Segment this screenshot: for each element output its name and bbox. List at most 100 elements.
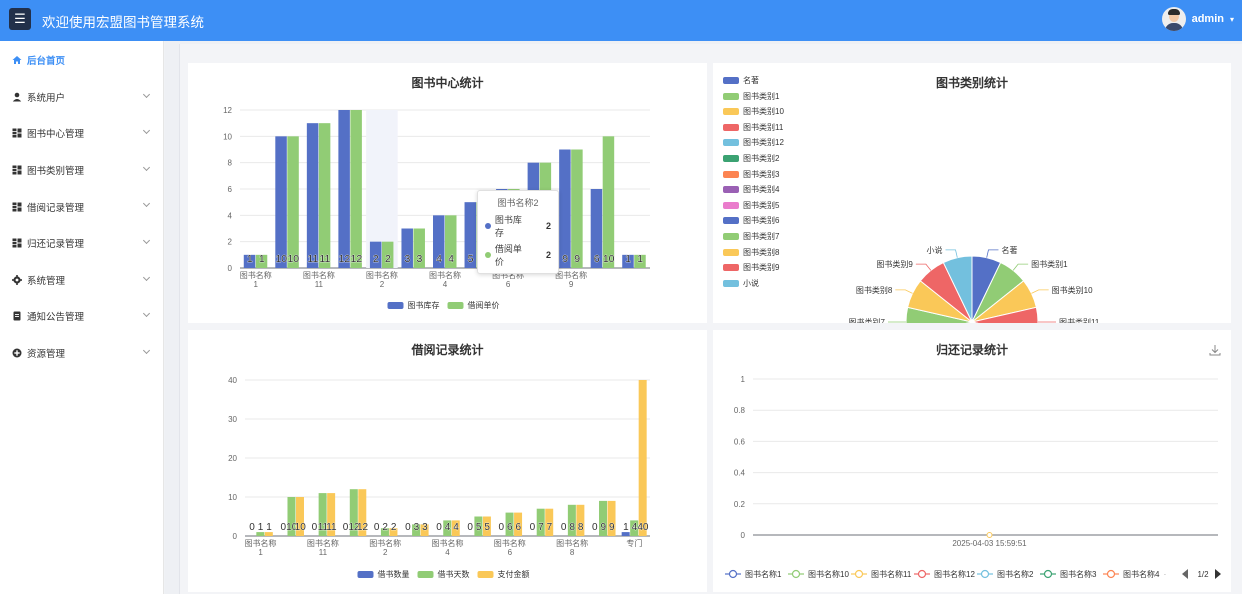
legend-label: 图书类别9 — [743, 263, 780, 273]
chevron-left-icon[interactable] — [1182, 569, 1188, 579]
pie-label: 图书类别1 — [1031, 259, 1068, 269]
home-icon — [12, 55, 22, 65]
legend-item[interactable]: 图书类别7 — [723, 231, 779, 242]
legend-item[interactable]: 图书类别11 — [723, 122, 783, 133]
sidebar-item[interactable]: 系统用户 — [0, 79, 163, 116]
book-category-chart[interactable]: 名著图书类别1图书类别10图书类别11图书类别12图书类别2图书类别3图书类别4… — [713, 63, 1231, 323]
data-label: 5 — [468, 253, 474, 265]
data-label: 12 — [357, 522, 369, 533]
legend-item[interactable]: 图书类别3 — [723, 169, 779, 180]
bar — [630, 520, 639, 536]
chart-title: 归还记录统计 — [935, 343, 1008, 357]
sidebar-item[interactable]: 借阅记录管理 — [0, 188, 163, 225]
pie-label: 图书类别8 — [856, 285, 893, 295]
legend-label: 图书类别3 — [743, 169, 780, 179]
x-tick-label: 图书名称 — [556, 538, 588, 548]
legend-item[interactable]: 图书类别1 — [723, 91, 779, 102]
legend-label: 图书类别11 — [743, 122, 784, 132]
sidebar-item[interactable]: 系统管理 — [0, 262, 163, 299]
pie-label-line — [915, 263, 932, 271]
data-label: 8 — [569, 522, 575, 533]
user-menu[interactable]: admin ▾ — [1161, 7, 1234, 31]
book-center-chart[interactable]: 0246810121110101111121222334455668899610… — [188, 63, 707, 323]
legend-item[interactable]: 图书类别6 — [723, 215, 779, 226]
data-label: 2 — [385, 253, 391, 265]
y-tick-label: 1 — [741, 375, 746, 384]
data-label: 6 — [507, 522, 513, 533]
data-label: 0 — [312, 522, 318, 533]
sidebar-item[interactable]: 图书类别管理 — [0, 152, 163, 189]
legend-item[interactable]: 图书类别10 — [723, 106, 784, 117]
return-record-card: 归还记录统计 0 0.2 0.4 0.6 0.8 1 2025-04-03 15:59:51… — [713, 330, 1231, 592]
sidebar-item[interactable]: 归还记录管理 — [0, 225, 163, 262]
legend-item[interactable]: 图书类别5 — [723, 200, 779, 211]
notice-icon — [12, 311, 22, 321]
legend-swatch — [723, 248, 739, 256]
x-tick-label: 6 — [506, 280, 511, 289]
sidebar-item-label: 通知公告管理 — [27, 312, 85, 324]
legend-swatch — [723, 108, 739, 116]
legend-item[interactable]: 图书类别8 — [723, 247, 779, 258]
bar — [327, 493, 336, 536]
legend-item[interactable]: 小说 — [723, 278, 759, 289]
legend-swatch — [723, 279, 739, 287]
bar — [545, 508, 554, 536]
data-label: 11 — [319, 253, 330, 265]
sidebar-item[interactable]: 图书中心管理 — [0, 115, 163, 152]
pie-label: 图书类别10 — [1052, 285, 1093, 295]
legend-swatch — [723, 155, 739, 162]
y-tick-label: 20 — [228, 454, 237, 463]
y-tick-label: 0 — [228, 264, 233, 273]
return-record-chart[interactable]: 0 0.2 0.4 0.6 0.8 1 2025-04-03 15:59:51 图书名称1 图书… — [713, 330, 1231, 592]
sidebar-item[interactable]: 通知公告管理 — [0, 298, 163, 335]
chevron-down-icon — [142, 90, 151, 98]
legend-item[interactable]: 名著 — [723, 75, 759, 86]
download-icon[interactable] — [1209, 345, 1221, 356]
data-label: 4 — [632, 522, 638, 533]
legend-swatch — [723, 123, 739, 131]
y-tick-label: 30 — [228, 415, 237, 424]
sidebar-item[interactable]: 资源管理 — [0, 335, 163, 372]
x-tick-label: 图书名称 — [303, 270, 335, 280]
data-label: 0 — [249, 522, 255, 533]
data-label: 12 — [351, 253, 363, 265]
x-tick-label: 图书名称 — [240, 270, 272, 280]
pie-label-line — [945, 249, 958, 258]
bar — [607, 500, 616, 536]
tooltip-row: 图书库存 2 — [485, 213, 551, 239]
pie-label: 图书类别11 — [1059, 317, 1100, 323]
legend-item[interactable]: 图书类别12 — [723, 137, 784, 148]
y-tick-label: 0.6 — [734, 437, 746, 446]
data-label: 0 — [467, 522, 473, 533]
chevron-right-icon[interactable] — [1215, 569, 1221, 579]
chevron-down-icon — [142, 236, 151, 245]
legend-item[interactable]: 图书类别9 — [723, 262, 779, 273]
chevron-down-icon[interactable]: ▾ — [1229, 14, 1234, 24]
sidebar-item[interactable]: 后台首页 — [0, 42, 163, 79]
bar — [295, 497, 304, 536]
pie-label: 名著 — [1001, 245, 1017, 255]
legend-label: 图书类别10 — [743, 107, 784, 117]
legend-label: 借书天数 — [438, 569, 470, 579]
tooltip-row-name: 图书库存 — [494, 215, 522, 238]
legend-marker — [1106, 569, 1116, 579]
sidebar-item-label: 借阅记录管理 — [27, 202, 85, 214]
avatar[interactable] — [1161, 7, 1186, 31]
username[interactable]: admin — [1191, 13, 1224, 25]
menu-icon[interactable]: ☰ — [9, 8, 31, 30]
legend-marker — [980, 569, 990, 579]
data-label: 0 — [530, 522, 536, 533]
y-tick-label: 40 — [228, 376, 237, 385]
legend-page-indicator: 1/2 — [1197, 570, 1209, 579]
bar — [381, 241, 394, 268]
legend-item[interactable]: 图书类别4 — [723, 184, 779, 195]
bar — [412, 524, 421, 536]
bar — [599, 500, 608, 536]
pie-label: 小说 — [927, 245, 943, 255]
legend-item[interactable]: 图书类别2 — [723, 153, 779, 164]
bar — [380, 528, 389, 536]
sidebar-item-label: 后台首页 — [27, 56, 66, 68]
legend-label: 图书类别5 — [743, 200, 780, 210]
bar — [306, 123, 319, 268]
